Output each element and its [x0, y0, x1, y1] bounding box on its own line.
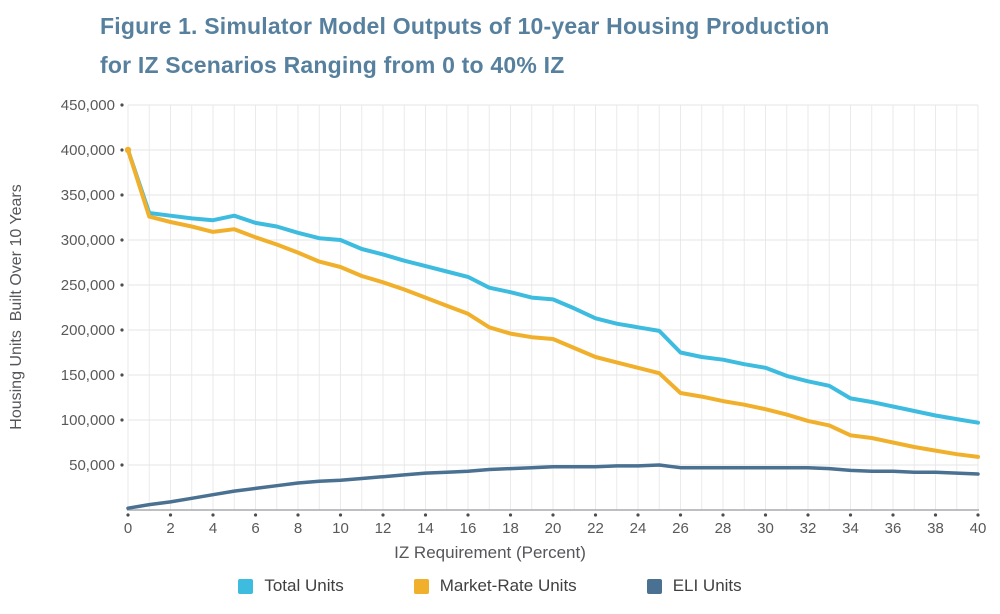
x-tick-label: 38	[927, 520, 944, 537]
y-tick-dot	[120, 328, 124, 332]
y-tick-label: 250,000	[61, 277, 115, 294]
x-tick-dot	[296, 513, 300, 517]
x-tick-label: 34	[842, 520, 859, 537]
x-tick-label: 8	[294, 520, 302, 537]
legend-label: Total Units	[264, 576, 344, 595]
x-tick-dot	[423, 513, 428, 517]
series-start-marker	[124, 146, 132, 154]
x-tick-label: 16	[460, 520, 477, 537]
x-tick-dot	[338, 513, 343, 517]
y-tick-dot	[120, 373, 124, 377]
y-tick-label: 450,000	[61, 97, 115, 114]
figure-title-line-1: Figure 1. Simulator Model Outputs of 10-…	[100, 13, 830, 39]
y-tick-dot	[120, 193, 124, 197]
x-tick-dot	[636, 513, 640, 517]
legend: Total Units Market-Rate Units ELI Units	[0, 576, 980, 596]
x-tick-label: 20	[545, 520, 562, 537]
x-tick-dot	[381, 513, 385, 517]
y-tick-label: 200,000	[61, 322, 115, 339]
y-tick-label: 150,000	[61, 367, 115, 384]
legend-item-eli-units: ELI Units	[646, 576, 742, 596]
x-tick-label: 6	[251, 520, 259, 537]
x-tick-label: 14	[417, 520, 434, 537]
x-tick-dot	[211, 513, 215, 517]
x-tick-label: 22	[587, 520, 604, 537]
x-tick-label: 40	[970, 520, 987, 537]
x-tick-dot	[551, 513, 555, 517]
x-tick-label: 18	[502, 520, 519, 537]
x-tick-dot	[806, 513, 810, 517]
x-tick-dot	[848, 513, 853, 517]
x-tick-label: 28	[715, 520, 732, 537]
legend-swatch-icon	[646, 578, 662, 594]
y-tick-dot	[120, 238, 124, 242]
x-tick-label: 10	[332, 520, 349, 537]
legend-swatch-icon	[413, 578, 429, 594]
x-tick-label: 2	[166, 520, 174, 537]
x-tick-label: 12	[375, 520, 392, 537]
x-tick-label: 24	[630, 520, 647, 537]
x-tick-dot	[721, 513, 725, 517]
legend-label: Market-Rate Units	[439, 576, 577, 595]
x-tick-label: 26	[672, 520, 689, 537]
y-tick-dot	[120, 418, 124, 422]
x-tick-dot	[763, 513, 768, 517]
x-tick-label: 0	[124, 520, 132, 537]
x-tick-dot	[593, 513, 598, 517]
x-tick-dot	[891, 513, 895, 517]
x-tick-label: 4	[209, 520, 217, 537]
x-tick-label: 30	[757, 520, 774, 537]
y-tick-label: 400,000	[61, 142, 115, 159]
y-tick-label: 350,000	[61, 187, 115, 204]
x-tick-dot	[678, 513, 683, 517]
y-tick-label: 100,000	[61, 412, 115, 429]
figure-title: Figure 1. Simulator Model Outputs of 10-…	[100, 7, 830, 85]
x-axis-title: IZ Requirement (Percent)	[394, 543, 586, 562]
legend-swatch-icon	[238, 578, 254, 594]
series-line-market-rate-units	[126, 148, 980, 459]
legend-label: ELI Units	[672, 576, 742, 595]
x-tick-label: 36	[885, 520, 902, 537]
series-line-eli-units	[126, 463, 980, 510]
series-line-total-units	[126, 148, 980, 425]
x-tick-dot	[168, 513, 173, 517]
x-tick-dot	[466, 513, 470, 517]
legend-item-market-rate-units: Market-Rate Units	[413, 576, 577, 596]
y-tick-label: 300,000	[61, 232, 115, 249]
legend-item-total-units: Total Units	[238, 576, 344, 596]
x-tick-dot	[933, 513, 938, 517]
x-tick-label: 32	[800, 520, 817, 537]
x-tick-dot	[126, 513, 130, 517]
x-tick-dot	[976, 513, 980, 517]
x-tick-dot	[508, 513, 513, 517]
figure-title-line-2: for IZ Scenarios Ranging from 0 to 40% I…	[100, 52, 565, 78]
x-tick-dot	[253, 513, 258, 517]
y-tick-dot	[120, 463, 124, 467]
y-tick-dot	[120, 103, 124, 107]
y-tick-dot	[120, 283, 124, 287]
y-tick-dot	[120, 148, 124, 152]
y-tick-label: 50,000	[69, 457, 115, 474]
